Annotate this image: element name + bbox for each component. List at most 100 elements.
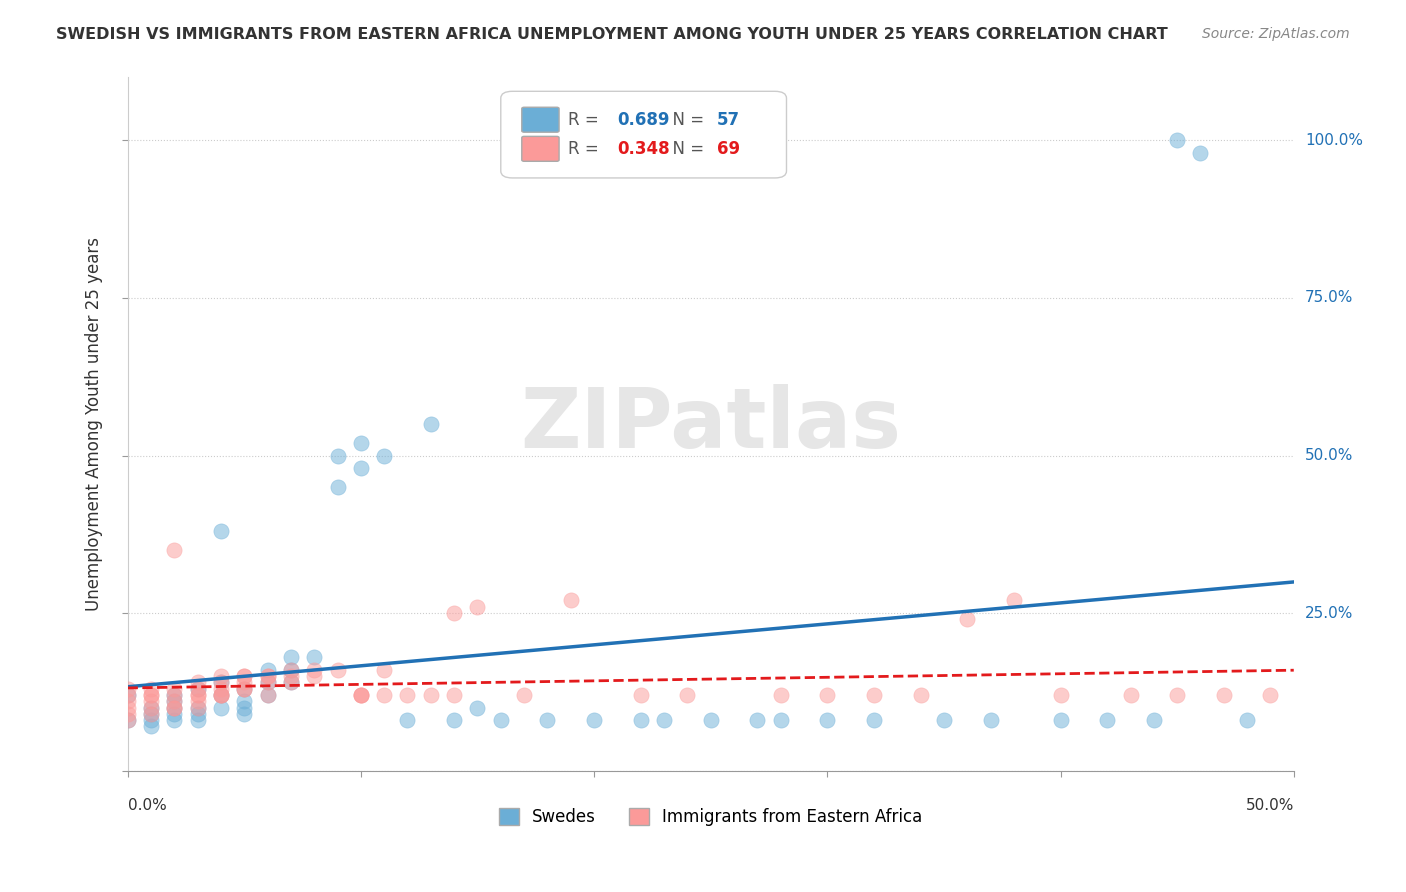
- Point: [443, 688, 465, 702]
- Point: [373, 688, 395, 702]
- Text: 75.0%: 75.0%: [1305, 291, 1353, 305]
- Point: [910, 688, 932, 702]
- Point: [373, 663, 395, 677]
- Text: R =: R =: [568, 111, 605, 128]
- Point: [280, 663, 302, 677]
- Point: [163, 688, 186, 702]
- Point: [256, 669, 278, 683]
- Point: [396, 688, 419, 702]
- FancyBboxPatch shape: [501, 91, 786, 178]
- Point: [187, 675, 209, 690]
- Point: [280, 669, 302, 683]
- Point: [233, 681, 256, 696]
- Point: [117, 713, 139, 727]
- Point: [209, 688, 232, 702]
- Point: [863, 688, 886, 702]
- Text: N =: N =: [662, 111, 709, 128]
- Point: [1166, 688, 1188, 702]
- Point: [302, 669, 325, 683]
- Point: [302, 650, 325, 665]
- Point: [187, 688, 209, 702]
- Text: 100.0%: 100.0%: [1305, 133, 1362, 148]
- Point: [209, 688, 232, 702]
- Point: [233, 681, 256, 696]
- FancyBboxPatch shape: [522, 107, 560, 132]
- Point: [187, 688, 209, 702]
- Point: [233, 706, 256, 721]
- Point: [280, 650, 302, 665]
- Point: [676, 688, 699, 702]
- Point: [233, 669, 256, 683]
- Point: [513, 688, 536, 702]
- Point: [630, 688, 652, 702]
- Point: [233, 669, 256, 683]
- Text: 0.689: 0.689: [617, 111, 669, 128]
- Y-axis label: Unemployment Among Youth under 25 years: Unemployment Among Youth under 25 years: [86, 237, 103, 611]
- Point: [209, 688, 232, 702]
- Point: [187, 713, 209, 727]
- Point: [139, 681, 162, 696]
- Point: [117, 688, 139, 702]
- Point: [302, 663, 325, 677]
- Point: [467, 700, 489, 714]
- Point: [256, 675, 278, 690]
- Point: [1119, 688, 1142, 702]
- Text: N =: N =: [662, 140, 709, 158]
- Point: [163, 700, 186, 714]
- Point: [630, 713, 652, 727]
- Point: [1236, 713, 1258, 727]
- Point: [163, 681, 186, 696]
- Point: [163, 688, 186, 702]
- Point: [256, 663, 278, 677]
- Point: [769, 713, 792, 727]
- Point: [280, 663, 302, 677]
- Point: [1095, 713, 1118, 727]
- Point: [1166, 133, 1188, 147]
- Point: [209, 681, 232, 696]
- Text: 57: 57: [717, 111, 740, 128]
- Point: [489, 713, 512, 727]
- Point: [163, 543, 186, 558]
- Point: [233, 681, 256, 696]
- Point: [117, 694, 139, 708]
- FancyBboxPatch shape: [522, 136, 560, 161]
- Point: [443, 606, 465, 620]
- Point: [467, 599, 489, 614]
- Point: [117, 681, 139, 696]
- Point: [209, 700, 232, 714]
- Text: 50.0%: 50.0%: [1305, 448, 1353, 463]
- Point: [280, 675, 302, 690]
- Point: [139, 719, 162, 733]
- Point: [163, 694, 186, 708]
- Point: [163, 694, 186, 708]
- Point: [187, 681, 209, 696]
- Text: 0.348: 0.348: [617, 140, 671, 158]
- Point: [209, 675, 232, 690]
- Point: [256, 688, 278, 702]
- Point: [233, 675, 256, 690]
- Point: [1049, 688, 1071, 702]
- Legend: Swedes, Immigrants from Eastern Africa: Swedes, Immigrants from Eastern Africa: [492, 802, 929, 833]
- Point: [373, 449, 395, 463]
- Point: [1260, 688, 1282, 702]
- Point: [117, 706, 139, 721]
- Point: [350, 436, 373, 450]
- Point: [187, 694, 209, 708]
- Text: Source: ZipAtlas.com: Source: ZipAtlas.com: [1202, 27, 1350, 41]
- Point: [163, 700, 186, 714]
- Point: [350, 688, 373, 702]
- Point: [163, 706, 186, 721]
- Point: [815, 688, 838, 702]
- Point: [326, 663, 349, 677]
- Point: [863, 713, 886, 727]
- Point: [350, 688, 373, 702]
- Point: [139, 694, 162, 708]
- Point: [699, 713, 721, 727]
- Point: [187, 706, 209, 721]
- Point: [1049, 713, 1071, 727]
- Point: [1189, 146, 1212, 161]
- Point: [117, 688, 139, 702]
- Text: SWEDISH VS IMMIGRANTS FROM EASTERN AFRICA UNEMPLOYMENT AMONG YOUTH UNDER 25 YEAR: SWEDISH VS IMMIGRANTS FROM EASTERN AFRIC…: [56, 27, 1168, 42]
- Point: [139, 706, 162, 721]
- Point: [419, 688, 441, 702]
